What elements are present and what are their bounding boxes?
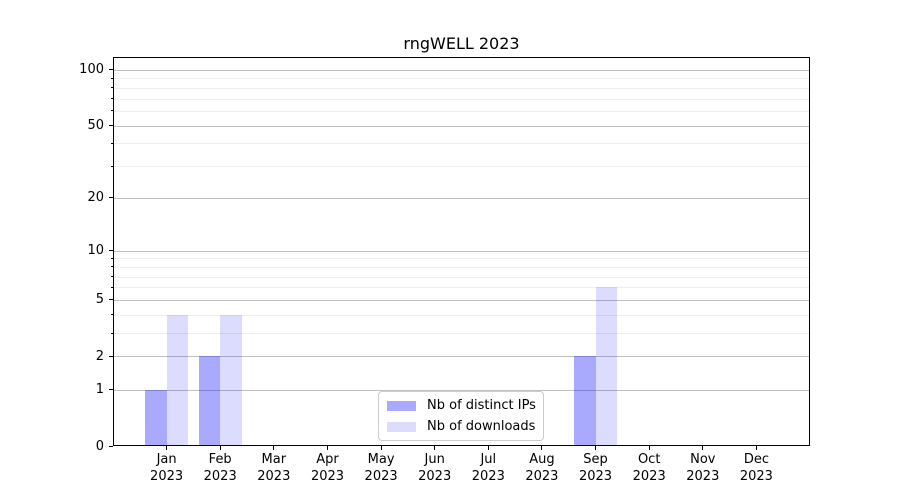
- minor-gridline: [113, 314, 810, 316]
- x-tick-label: Jun 2023: [418, 452, 452, 484]
- minor-gridline: [113, 287, 810, 289]
- minor-gridline: [113, 110, 810, 112]
- y-minor-tick-mark: [111, 257, 113, 259]
- y-minor-tick-mark: [111, 77, 113, 79]
- x-tick-mark: [380, 446, 382, 450]
- x-tick-label: Feb 2023: [203, 452, 237, 484]
- y-tick-label: 5: [95, 292, 104, 308]
- chart-title: rngWELL 2023: [403, 34, 520, 53]
- y-tick-mark: [109, 389, 113, 390]
- y-tick-label: 100: [79, 62, 104, 78]
- x-tick-mark: [166, 446, 168, 450]
- y-tick-mark: [109, 355, 113, 357]
- minor-gridline: [113, 266, 810, 268]
- y-minor-tick-mark: [111, 87, 113, 89]
- legend: Nb of distinct IPs Nb of downloads: [378, 391, 544, 441]
- minor-gridline: [113, 166, 810, 168]
- bar-downloads-sep: [595, 287, 617, 446]
- x-tick-label: Aug 2023: [525, 452, 559, 484]
- x-tick-mark: [487, 446, 489, 450]
- y-tick-label: 1: [95, 382, 104, 397]
- major-gridline: [113, 299, 810, 301]
- major-gridline: [113, 125, 810, 127]
- legend-swatch-downloads-icon: [387, 421, 416, 432]
- x-tick-mark: [595, 446, 596, 450]
- minor-gridline: [113, 276, 810, 278]
- y-tick-mark: [109, 250, 113, 251]
- major-gridline: [113, 389, 810, 391]
- x-tick-mark: [273, 446, 275, 450]
- x-tick-mark: [541, 446, 543, 450]
- y-minor-tick-mark: [111, 98, 113, 99]
- x-tick-mark: [219, 446, 221, 450]
- y-tick-mark: [109, 69, 113, 71]
- y-tick-mark: [109, 299, 113, 301]
- x-tick-label: Oct 2023: [632, 452, 666, 484]
- x-tick-mark: [648, 446, 650, 450]
- minor-gridline: [113, 87, 810, 89]
- y-tick-label: 20: [87, 190, 104, 206]
- bar-downloads-feb: [220, 314, 242, 446]
- y-minor-tick-mark: [111, 266, 113, 268]
- y-minor-tick-mark: [111, 286, 113, 288]
- x-tick-label: Apr 2023: [310, 452, 345, 484]
- major-gridline: [113, 69, 810, 71]
- x-tick-mark: [702, 446, 704, 450]
- legend-label-downloads: Nb of downloads: [427, 419, 536, 434]
- bar-distinct-ips-sep: [574, 356, 596, 446]
- x-tick-label: Jul 2023: [471, 452, 505, 484]
- minor-gridline: [113, 258, 810, 260]
- y-tick-mark: [109, 125, 113, 126]
- bar-downloads-jan: [166, 314, 189, 446]
- x-tick-mark: [434, 446, 436, 450]
- y-minor-tick-mark: [111, 314, 113, 316]
- minor-gridline: [113, 78, 810, 80]
- y-minor-tick-mark: [111, 332, 113, 334]
- legend-swatch-distinct-ips-icon: [387, 400, 416, 411]
- x-tick-label: Mar 2023: [257, 452, 291, 484]
- x-tick-mark: [327, 446, 328, 450]
- bar-distinct-ips-feb: [198, 356, 221, 446]
- y-tick-label: 50: [87, 118, 104, 133]
- legend-label-distinct-ips: Nb of distinct IPs: [427, 398, 536, 413]
- x-tick-label: Jan 2023: [150, 452, 184, 484]
- plot-area: [113, 57, 810, 446]
- major-gridline: [113, 197, 810, 199]
- y-minor-tick-mark: [111, 110, 113, 112]
- x-tick-label: Sep 2023: [578, 452, 613, 484]
- y-tick-mark: [109, 445, 113, 447]
- minor-gridline: [113, 333, 810, 334]
- y-tick-label: 2: [95, 348, 104, 364]
- y-minor-tick-mark: [111, 276, 113, 277]
- legend-item-downloads: Nb of downloads: [387, 419, 535, 434]
- y-minor-tick-mark: [111, 142, 113, 144]
- x-tick-label: Nov 2023: [686, 452, 720, 484]
- y-tick-mark: [109, 197, 113, 199]
- minor-gridline: [113, 143, 810, 145]
- major-gridline: [113, 356, 810, 358]
- x-tick-label: Dec 2023: [739, 452, 773, 484]
- major-gridline: [113, 250, 810, 252]
- minor-gridline: [113, 98, 810, 100]
- x-tick-label: May 2023: [364, 452, 398, 484]
- y-tick-label: 10: [87, 243, 104, 258]
- y-tick-label: 0: [95, 438, 104, 454]
- bar-distinct-ips-jan: [145, 389, 167, 446]
- x-tick-mark: [755, 446, 757, 450]
- y-minor-tick-mark: [111, 165, 113, 167]
- legend-item-distinct-ips: Nb of distinct IPs: [387, 398, 536, 413]
